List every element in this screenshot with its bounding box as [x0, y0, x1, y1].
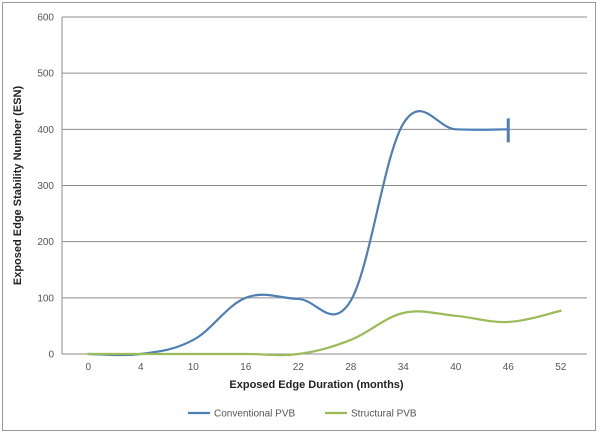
y-tick-label: 500	[37, 69, 54, 80]
series-line-conventional-pvb	[87, 110, 510, 357]
x-tick-label: 10	[188, 362, 200, 373]
line-chart: 0 100 200 300 400 500 600 0 4 10 16 22 28 34 40 46 52 Exp…	[12, 13, 587, 420]
legend-label: Conventional PVB	[214, 409, 295, 420]
x-axis-title: Exposed Edge Duration (months)	[229, 379, 404, 391]
y-tick-label: 100	[37, 293, 54, 304]
y-tick-label: 400	[37, 125, 54, 136]
x-tick-label: 16	[240, 362, 252, 373]
x-tick-label: 52	[555, 362, 567, 373]
y-axis-title: Exposed Edge Stability Number (ESN)	[12, 86, 24, 286]
x-tick-label: 34	[398, 362, 410, 373]
x-tick-label: 28	[345, 362, 357, 373]
x-tick-label: 46	[503, 362, 515, 373]
legend-label: Structural PVB	[351, 409, 417, 420]
chart-frame: 0 100 200 300 400 500 600 0 4 10 16 22 28 34 40 46 52 Exp…	[2, 2, 596, 431]
y-tick-label: 0	[48, 350, 54, 361]
y-tick-label: 200	[37, 237, 54, 248]
y-tick-label: 300	[37, 181, 54, 192]
x-tick-label: 22	[293, 362, 305, 373]
x-tick-label: 40	[450, 362, 462, 373]
x-tick-label: 0	[85, 362, 91, 373]
y-tick-label: 600	[37, 13, 54, 24]
series-line-structural-pvb	[87, 309, 562, 357]
x-tick-label: 4	[138, 362, 144, 373]
